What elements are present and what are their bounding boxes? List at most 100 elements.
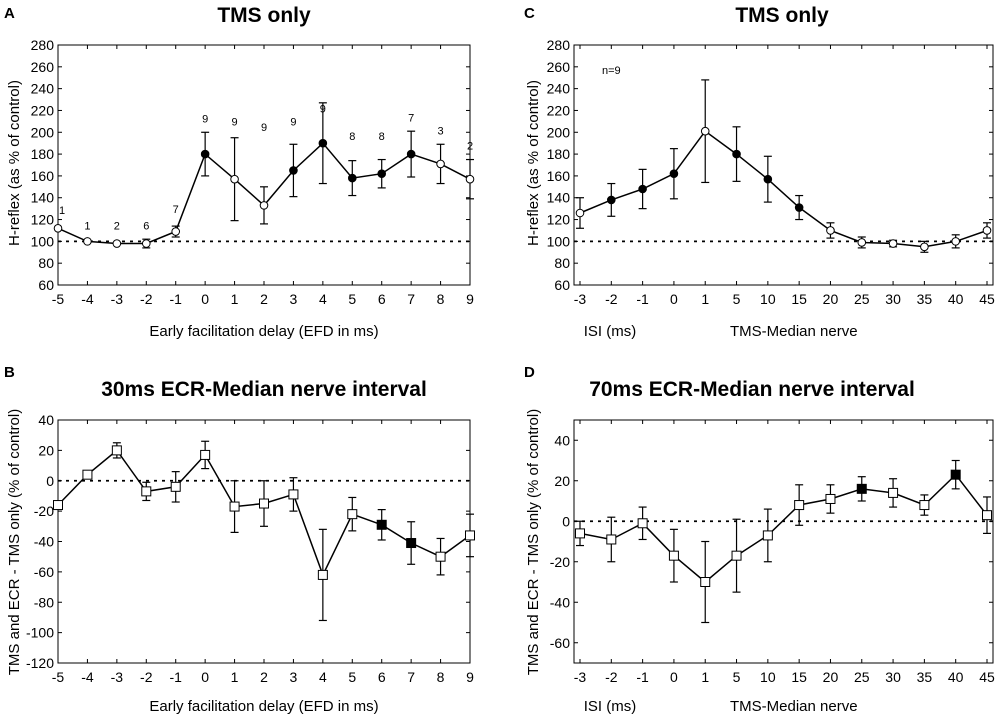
panel-a-data-point	[406, 149, 416, 159]
panel-a-y-tick-label: 80	[38, 255, 54, 271]
panel-b-data-point	[347, 509, 358, 520]
panel-c-data-point	[732, 149, 741, 159]
panel-a-n-label: 7	[173, 204, 179, 216]
panel-a-y-tick-label: 260	[31, 59, 55, 75]
panel-b-x-tick-label: 6	[378, 669, 386, 685]
panel-d-data-point	[794, 500, 805, 511]
panel-a-x-tick-label: -3	[111, 291, 124, 307]
panel-a-x-tick-label: 6	[378, 291, 386, 307]
panel-c-x-tick-label: 10	[760, 291, 776, 307]
panel-a-y-tick-label: 200	[31, 124, 55, 140]
panel-a-data-point	[230, 174, 239, 184]
panel-d-data-point	[888, 487, 899, 498]
panel-a-x-tick-label: 2	[260, 291, 268, 307]
panel-d-x-axis-label: ISI (ms)	[584, 698, 637, 715]
panel-b-x-tick-label: -2	[140, 669, 153, 685]
panel-b-x-axis-label: Early facilitation delay (EFD in ms)	[149, 698, 378, 715]
panel-d-x-tick-label: 0	[670, 669, 678, 685]
panel-c-y-tick-label: 260	[547, 59, 571, 75]
panel-c-x-tick-label: 30	[885, 291, 901, 307]
panel-a-data-point	[171, 227, 181, 236]
panel-b-data-point	[229, 501, 240, 512]
panel-c-data-point	[794, 203, 804, 212]
panel-a-y-tick-label: 280	[31, 37, 55, 53]
panel-c-data-point	[700, 126, 710, 136]
panel-d-data-point	[668, 550, 679, 561]
panel-a-x-axis-label: Early facilitation delay (EFD in ms)	[149, 323, 378, 340]
panel-d-x-tick-label: 45	[979, 669, 995, 685]
panel-c-data-point	[575, 208, 585, 218]
panel-b-data-point	[465, 530, 475, 541]
panel-a-x-tick-label: 3	[290, 291, 298, 307]
panel-b-data-point	[141, 486, 152, 497]
panel-a-x-tick-label: 5	[348, 291, 356, 307]
panel-d-series-line	[579, 473, 988, 583]
panel-a-n-label: 9	[320, 104, 326, 116]
panel-a-x-tick-label: 8	[437, 291, 445, 307]
panel-c-x-tick-label: 15	[791, 291, 807, 307]
panel-d-data-point	[825, 493, 836, 504]
panel-d-y-tick-label: -40	[550, 594, 570, 610]
panel-c-data-point	[920, 242, 929, 252]
panel-d-data-point	[762, 530, 773, 541]
panel-d-x-tick-label: 40	[948, 669, 964, 685]
panel-b-x-tick-label: -4	[81, 669, 94, 685]
panel-d-x-tick-label: 20	[823, 669, 839, 685]
panel-c-x-axis-label: ISI (ms)	[584, 323, 637, 340]
panel-d-y-tick-label: -60	[550, 635, 570, 651]
panel-d-x-tick-label: 35	[917, 669, 933, 685]
panel-a-y-tick-label: 240	[31, 81, 55, 97]
panel-a-y-tick-label: 120	[31, 212, 55, 228]
panel-c-y-tick-label: 280	[547, 37, 571, 53]
panel-b-y-tick-label: -80	[34, 594, 54, 610]
panel-c-data-point	[857, 238, 867, 247]
panel-c-y-tick-label: 60	[554, 277, 570, 293]
panel-c-data-point	[888, 239, 898, 248]
panel-a-x-tick-label: -5	[52, 291, 65, 307]
panel-a-plot-frame	[57, 44, 471, 286]
panel-b-x-tick-label: -5	[52, 669, 65, 685]
panel-c-x-tick-label: -2	[605, 291, 618, 307]
panel-b-x-tick-label: 7	[407, 669, 415, 685]
panel-d-title: 70ms ECR-Median nerve interval	[589, 378, 915, 401]
panel-c-data-point	[638, 184, 647, 194]
panel-d-x-tick-label: 10	[760, 669, 776, 685]
panel-c-data-point	[763, 174, 773, 184]
panel-a-data-point	[377, 169, 387, 179]
panel-d-x-axis-label-2: TMS-Median nerve	[730, 698, 858, 715]
panel-c-y-axis-label: H-reflex (as % of control)	[525, 80, 542, 246]
panel-c-y-tick-label: 200	[547, 124, 571, 140]
panel-a-y-tick-label: 160	[31, 168, 55, 184]
panel-c-y-tick-label: 220	[547, 102, 571, 118]
panel-b-y-tick-label: -40	[34, 534, 54, 550]
panel-a-title: TMS only	[217, 4, 311, 27]
panel-a-data-point	[347, 173, 357, 183]
panel-a-data-point	[112, 239, 122, 248]
panel-c-x-tick-label: 35	[917, 291, 933, 307]
panel-d-x-tick-label: 1	[701, 669, 709, 685]
panel-a-n-label: 1	[84, 220, 90, 232]
panel-b-x-tick-label: 5	[348, 669, 356, 685]
panel-d-data-point	[919, 500, 930, 511]
panel-a-x-tick-label: 9	[466, 291, 474, 307]
panel-a-y-tick-label: 180	[31, 146, 55, 162]
panel-b-x-tick-label: -1	[169, 669, 182, 685]
panel-a-data-point	[200, 149, 210, 159]
panel-d-data-point	[982, 510, 992, 521]
panel-b-data-point	[317, 569, 328, 580]
panel-c-x-tick-label: -1	[636, 291, 649, 307]
panel-a-data-point	[259, 201, 269, 210]
panel-a-n-label: 9	[261, 122, 267, 134]
panel-b-x-tick-label: 0	[201, 669, 209, 685]
panel-b-x-tick-label: -3	[111, 669, 124, 685]
panel-b-data-point	[435, 551, 446, 562]
panel-c-plot-frame	[573, 44, 994, 286]
panel-a: A TMS only Early facilitation delay (EFD…	[4, 4, 475, 340]
panel-a-x-tick-label: 0	[201, 291, 209, 307]
panel-a-x-tick-label: 7	[407, 291, 415, 307]
panel-a-data-point	[465, 174, 475, 184]
panel-b-data-point	[406, 538, 417, 549]
panel-b-x-tick-label: 8	[437, 669, 445, 685]
panel-c-data-point	[669, 169, 679, 179]
panel-c-x-tick-label: 20	[823, 291, 839, 307]
